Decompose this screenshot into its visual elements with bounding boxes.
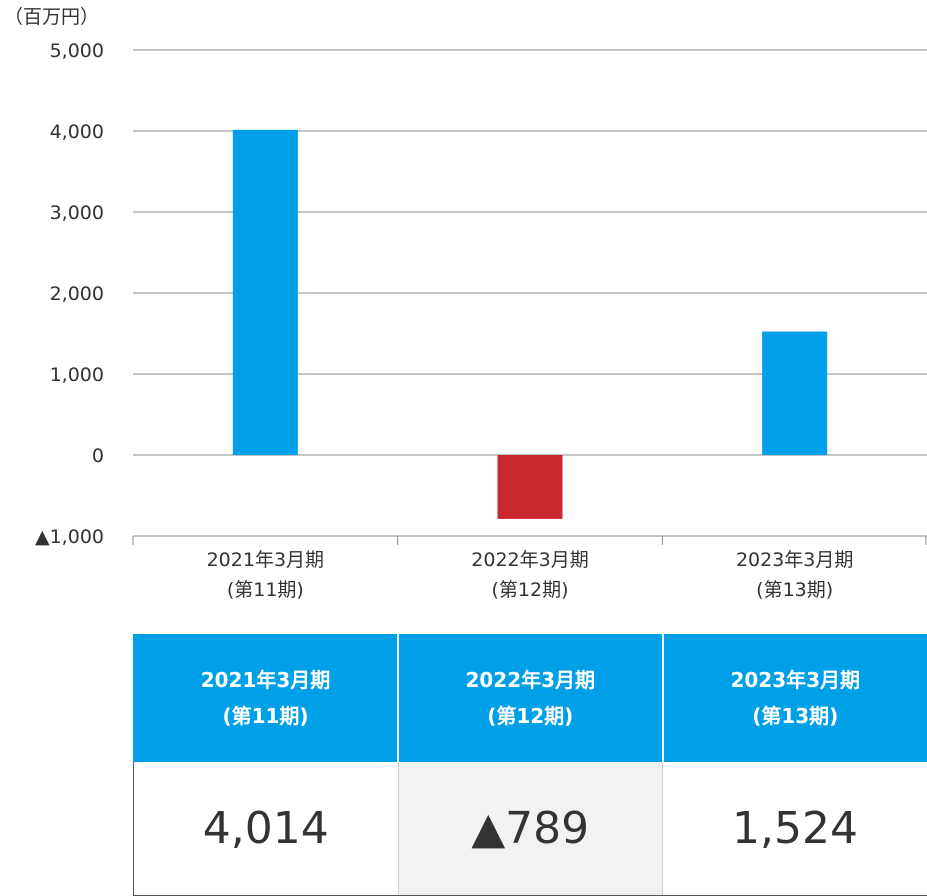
table-header-period: 2022年3月期 [465, 668, 596, 692]
y-tick-label: 0 [92, 445, 104, 467]
table-header-term: (第12期) [487, 704, 574, 728]
y-tick-label: 5,000 [50, 40, 104, 62]
y-tick-label: ▲1,000 [35, 526, 104, 548]
bar [497, 455, 563, 519]
data-table: 2021年3月期 (第11期) 2022年3月期 (第12期) 2023年3月期… [133, 634, 927, 896]
table-value-2021: 4,014 [133, 762, 398, 896]
table-value-2022: ▲789 [397, 762, 663, 896]
table-header-row: 2021年3月期 (第11期) 2022年3月期 (第12期) 2023年3月期… [133, 634, 927, 762]
table-row: 4,014 ▲789 1,524 [133, 762, 927, 896]
table-header-2022: 2022年3月期 (第12期) [397, 634, 663, 762]
table-value-2023: 1,524 [662, 762, 927, 896]
bar [762, 331, 828, 455]
y-tick-label: 1,000 [50, 364, 104, 386]
table-header-2021: 2021年3月期 (第11期) [133, 634, 398, 762]
y-tick-label: 4,000 [50, 121, 104, 143]
table-header-term: (第11期) [222, 704, 309, 728]
unit-label: （百万円） [4, 6, 100, 28]
y-tick-label: 2,000 [50, 283, 104, 305]
table-header-period: 2023年3月期 [730, 668, 861, 692]
table-header-term: (第13期) [752, 704, 839, 728]
table-header-2023: 2023年3月期 (第13期) [661, 634, 927, 762]
table-header-period: 2021年3月期 [200, 668, 331, 692]
x-tick-label: (第11期) [227, 579, 304, 601]
bar [232, 129, 298, 455]
x-tick-label: (第13期) [756, 579, 833, 601]
y-tick-label: 3,000 [50, 202, 104, 224]
bar-chart: 5,000 4,000 3,000 2,000 1,000 0 ▲1,000 2021年3月期… [35, 40, 927, 601]
x-tick-label: 2022年3月期 [471, 549, 588, 571]
x-tick-label: (第12期) [491, 579, 568, 601]
x-tick-label: 2023年3月期 [736, 549, 853, 571]
x-tick-label: 2021年3月期 [207, 549, 324, 571]
